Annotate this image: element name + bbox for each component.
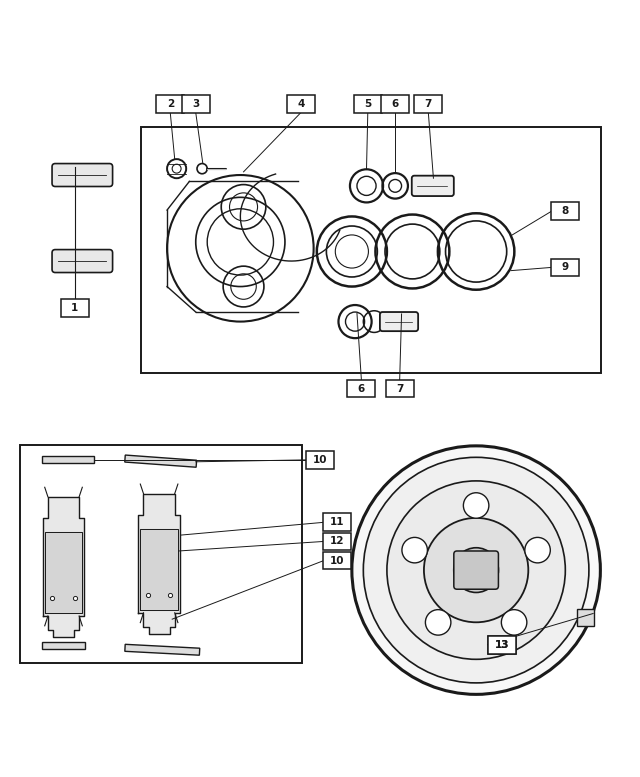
FancyBboxPatch shape bbox=[412, 176, 454, 196]
FancyBboxPatch shape bbox=[125, 644, 200, 655]
FancyBboxPatch shape bbox=[323, 514, 351, 531]
FancyBboxPatch shape bbox=[156, 96, 184, 113]
Text: 11: 11 bbox=[330, 517, 344, 528]
Text: 10: 10 bbox=[330, 556, 344, 566]
Circle shape bbox=[364, 458, 589, 683]
FancyBboxPatch shape bbox=[306, 451, 334, 469]
Circle shape bbox=[525, 538, 550, 563]
FancyBboxPatch shape bbox=[551, 203, 579, 220]
FancyBboxPatch shape bbox=[488, 636, 516, 653]
Text: 13: 13 bbox=[494, 639, 509, 650]
Polygon shape bbox=[138, 493, 180, 634]
FancyBboxPatch shape bbox=[354, 96, 382, 113]
Text: 6: 6 bbox=[358, 384, 365, 393]
Circle shape bbox=[454, 548, 499, 593]
Polygon shape bbox=[140, 528, 178, 610]
FancyBboxPatch shape bbox=[380, 312, 418, 331]
FancyBboxPatch shape bbox=[287, 96, 315, 113]
Circle shape bbox=[352, 446, 600, 695]
Polygon shape bbox=[43, 497, 84, 637]
FancyBboxPatch shape bbox=[381, 96, 409, 113]
FancyBboxPatch shape bbox=[414, 96, 442, 113]
FancyBboxPatch shape bbox=[52, 164, 113, 186]
FancyBboxPatch shape bbox=[61, 299, 89, 317]
Text: 9: 9 bbox=[562, 263, 569, 273]
FancyBboxPatch shape bbox=[551, 259, 579, 277]
FancyBboxPatch shape bbox=[42, 642, 85, 649]
Text: 7: 7 bbox=[425, 99, 432, 110]
FancyBboxPatch shape bbox=[323, 552, 351, 570]
Circle shape bbox=[387, 481, 565, 660]
Text: 3: 3 bbox=[192, 99, 200, 110]
Text: 5: 5 bbox=[364, 99, 371, 110]
Circle shape bbox=[402, 538, 428, 563]
Text: 1: 1 bbox=[71, 303, 78, 313]
FancyBboxPatch shape bbox=[182, 96, 210, 113]
Text: 12: 12 bbox=[330, 536, 344, 546]
Text: 8: 8 bbox=[562, 207, 569, 216]
FancyBboxPatch shape bbox=[125, 455, 196, 467]
FancyBboxPatch shape bbox=[348, 380, 376, 397]
FancyBboxPatch shape bbox=[20, 445, 301, 663]
FancyBboxPatch shape bbox=[323, 532, 351, 550]
Text: 13: 13 bbox=[494, 639, 509, 650]
Text: 2: 2 bbox=[166, 99, 174, 110]
FancyBboxPatch shape bbox=[42, 456, 95, 463]
FancyBboxPatch shape bbox=[454, 551, 499, 589]
FancyBboxPatch shape bbox=[386, 380, 413, 397]
Circle shape bbox=[463, 493, 489, 518]
FancyBboxPatch shape bbox=[141, 127, 601, 373]
Text: 6: 6 bbox=[392, 99, 399, 110]
FancyBboxPatch shape bbox=[577, 609, 594, 625]
Polygon shape bbox=[45, 532, 83, 613]
FancyBboxPatch shape bbox=[52, 249, 113, 273]
Text: 7: 7 bbox=[396, 384, 403, 393]
FancyBboxPatch shape bbox=[488, 636, 516, 653]
Circle shape bbox=[426, 610, 451, 635]
Circle shape bbox=[501, 610, 527, 635]
Text: 10: 10 bbox=[313, 455, 327, 465]
Circle shape bbox=[424, 518, 528, 622]
Text: 4: 4 bbox=[297, 99, 305, 110]
